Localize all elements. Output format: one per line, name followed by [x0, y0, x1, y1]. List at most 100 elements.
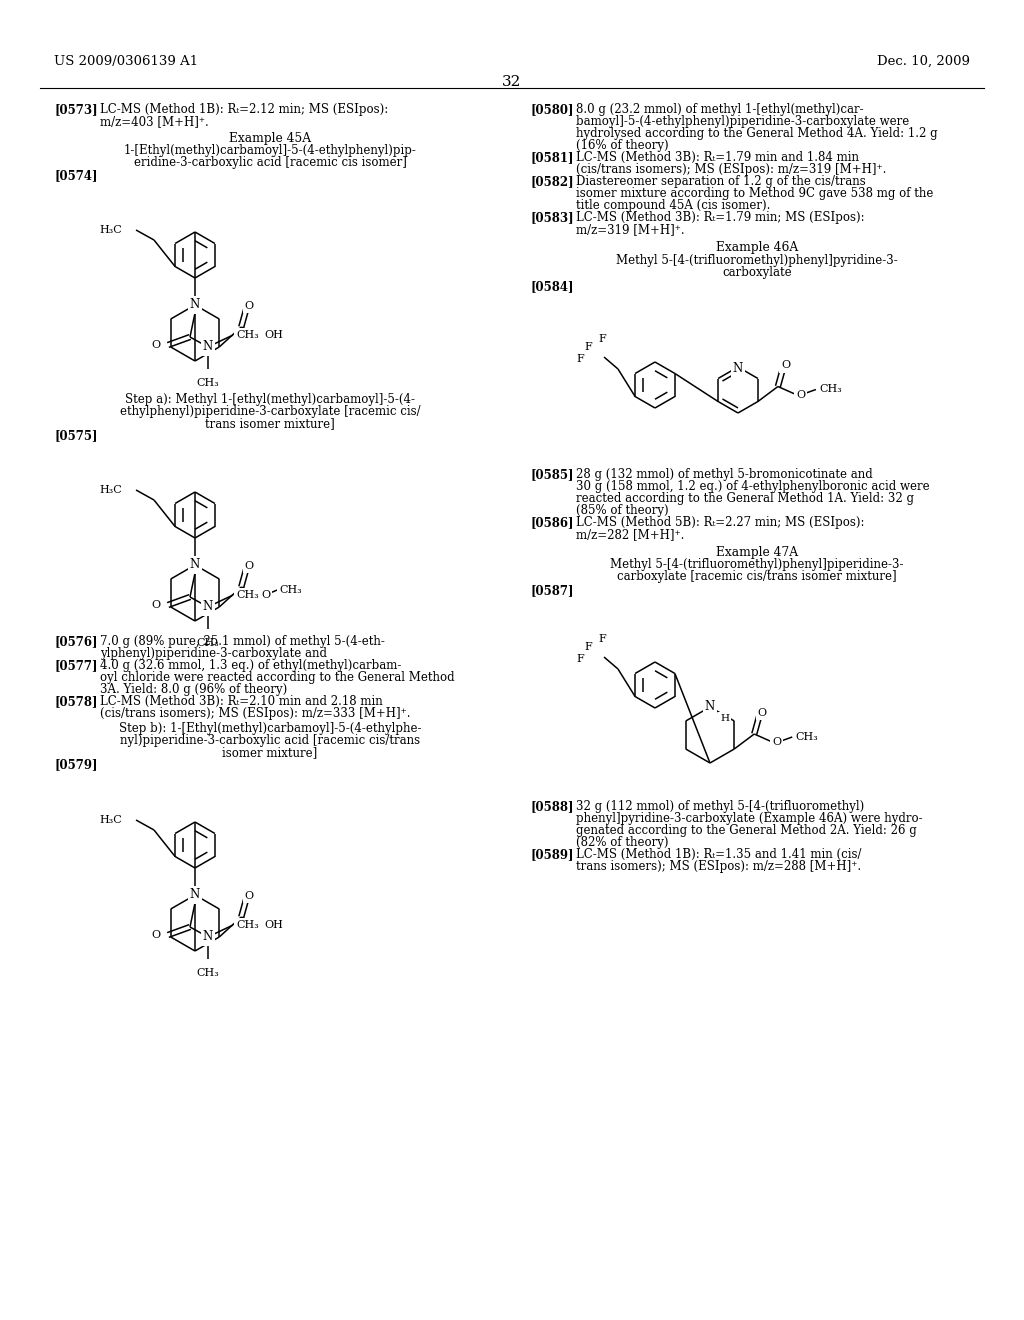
Text: O: O [758, 708, 767, 718]
Text: [0579]: [0579] [54, 758, 97, 771]
Text: O: O [151, 601, 160, 610]
Text: (16% of theory): (16% of theory) [575, 139, 669, 152]
Text: F: F [577, 653, 584, 664]
Text: [0587]: [0587] [530, 583, 573, 597]
Text: Methyl 5-[4-(trifluoromethyl)phenyl]pyridine-3-: Methyl 5-[4-(trifluoromethyl)phenyl]pyri… [616, 253, 898, 267]
Text: N: N [189, 888, 200, 902]
Text: Dec. 10, 2009: Dec. 10, 2009 [877, 55, 970, 69]
Text: genated according to the General Method 2A. Yield: 26 g: genated according to the General Method … [575, 824, 916, 837]
Text: N: N [705, 701, 715, 714]
Text: H: H [720, 714, 729, 723]
Text: [0583]: [0583] [530, 211, 573, 224]
Text: nyl)piperidine-3-carboxylic acid [racemic cis/trans: nyl)piperidine-3-carboxylic acid [racemi… [120, 734, 420, 747]
Text: [0589]: [0589] [530, 847, 573, 861]
Text: CH₃: CH₃ [197, 378, 219, 388]
Text: 4.0 g (32.6 mmol, 1.3 eq.) of ethyl(methyl)carbam-: 4.0 g (32.6 mmol, 1.3 eq.) of ethyl(meth… [100, 659, 401, 672]
Text: [0580]: [0580] [530, 103, 573, 116]
Text: Step b): 1-[Ethyl(methyl)carbamoyl]-5-(4-ethylphe-: Step b): 1-[Ethyl(methyl)carbamoyl]-5-(4… [119, 722, 421, 735]
Text: title compound 45A (cis isomer).: title compound 45A (cis isomer). [575, 199, 770, 213]
Text: (85% of theory): (85% of theory) [575, 504, 669, 517]
Text: LC-MS (Method 1B): Rₜ=2.12 min; MS (ESIpos):: LC-MS (Method 1B): Rₜ=2.12 min; MS (ESIp… [100, 103, 388, 116]
Text: CH₃: CH₃ [197, 968, 219, 978]
Text: 1-[Ethyl(methyl)carbamoyl]-5-(4-ethylphenyl)pip-: 1-[Ethyl(methyl)carbamoyl]-5-(4-ethylphe… [124, 144, 417, 157]
Text: LC-MS (Method 3B): Rₜ=1.79 min and 1.84 min: LC-MS (Method 3B): Rₜ=1.79 min and 1.84 … [575, 150, 859, 164]
Text: oyl chloride were reacted according to the General Method: oyl chloride were reacted according to t… [100, 671, 455, 684]
Text: O: O [151, 931, 160, 940]
Text: Step a): Methyl 1-[ethyl(methyl)carbamoyl]-5-(4-: Step a): Methyl 1-[ethyl(methyl)carbamoy… [125, 393, 415, 407]
Text: [0586]: [0586] [530, 516, 573, 529]
Text: Example 45A: Example 45A [229, 132, 311, 145]
Text: (82% of theory): (82% of theory) [575, 836, 669, 849]
Text: Diastereomer separation of 1.2 g of the cis/trans: Diastereomer separation of 1.2 g of the … [575, 176, 865, 187]
Text: O: O [781, 360, 791, 371]
Text: CH₃: CH₃ [236, 920, 259, 931]
Text: N: N [189, 558, 200, 572]
Text: F: F [577, 354, 584, 364]
Text: F: F [598, 634, 606, 644]
Text: US 2009/0306139 A1: US 2009/0306139 A1 [54, 55, 198, 69]
Text: N: N [203, 601, 213, 614]
Text: [0576]: [0576] [54, 635, 97, 648]
Text: [0585]: [0585] [530, 469, 573, 480]
Text: trans isomer mixture]: trans isomer mixture] [205, 417, 335, 430]
Text: [0573]: [0573] [54, 103, 97, 116]
Text: [0581]: [0581] [530, 150, 573, 164]
Text: O: O [772, 737, 781, 747]
Text: OH: OH [264, 330, 283, 341]
Text: (cis/trans isomers); MS (ESIpos): m/z=319 [M+H]⁺.: (cis/trans isomers); MS (ESIpos): m/z=31… [575, 162, 887, 176]
Text: N: N [203, 341, 213, 354]
Text: ethylphenyl)piperidine-3-carboxylate [racemic cis/: ethylphenyl)piperidine-3-carboxylate [ra… [120, 405, 420, 418]
Text: F: F [585, 642, 592, 652]
Text: trans isomers); MS (ESIpos): m/z=288 [M+H]⁺.: trans isomers); MS (ESIpos): m/z=288 [M+… [575, 861, 861, 873]
Text: LC-MS (Method 3B): Rₜ=1.79 min; MS (ESIpos):: LC-MS (Method 3B): Rₜ=1.79 min; MS (ESIp… [575, 211, 864, 224]
Text: H₃C: H₃C [99, 224, 122, 235]
Text: m/z=282 [M+H]⁺.: m/z=282 [M+H]⁺. [575, 528, 684, 541]
Text: phenyl]pyridine-3-carboxylate (Example 46A) were hydro-: phenyl]pyridine-3-carboxylate (Example 4… [575, 812, 923, 825]
Text: O: O [245, 891, 254, 902]
Text: LC-MS (Method 5B): Rₜ=2.27 min; MS (ESIpos):: LC-MS (Method 5B): Rₜ=2.27 min; MS (ESIp… [575, 516, 864, 529]
Text: 28 g (132 mmol) of methyl 5-bromonicotinate and: 28 g (132 mmol) of methyl 5-bromonicotin… [575, 469, 872, 480]
Text: Methyl 5-[4-(trifluoromethyl)phenyl]piperidine-3-: Methyl 5-[4-(trifluoromethyl)phenyl]pipe… [610, 558, 904, 572]
Text: [0584]: [0584] [530, 280, 573, 293]
Text: [0575]: [0575] [54, 429, 97, 442]
Text: N: N [733, 363, 743, 375]
Text: m/z=403 [M+H]⁺.: m/z=403 [M+H]⁺. [100, 115, 209, 128]
Text: O: O [151, 341, 160, 350]
Text: reacted according to the General Method 1A. Yield: 32 g: reacted according to the General Method … [575, 492, 914, 506]
Text: N: N [203, 931, 213, 944]
Text: carboxylate: carboxylate [722, 267, 792, 279]
Text: isomer mixture according to Method 9C gave 538 mg of the: isomer mixture according to Method 9C ga… [575, 187, 933, 201]
Text: LC-MS (Method 3B): Rₜ=2.10 min and 2.18 min: LC-MS (Method 3B): Rₜ=2.10 min and 2.18 … [100, 696, 383, 708]
Text: 7.0 g (89% pure, 25.1 mmol) of methyl 5-(4-eth-: 7.0 g (89% pure, 25.1 mmol) of methyl 5-… [100, 635, 385, 648]
Text: O: O [245, 561, 254, 572]
Text: 32 g (112 mmol) of methyl 5-[4-(trifluoromethyl): 32 g (112 mmol) of methyl 5-[4-(trifluor… [575, 800, 864, 813]
Text: CH₃: CH₃ [236, 590, 259, 601]
Text: carboxylate [racemic cis/trans isomer mixture]: carboxylate [racemic cis/trans isomer mi… [617, 570, 897, 583]
Text: [0577]: [0577] [54, 659, 97, 672]
Text: O: O [796, 389, 805, 400]
Text: 32: 32 [503, 75, 521, 88]
Text: (cis/trans isomers); MS (ESIpos): m/z=333 [M+H]⁺.: (cis/trans isomers); MS (ESIpos): m/z=33… [100, 708, 411, 719]
Text: hydrolysed according to the General Method 4A. Yield: 1.2 g: hydrolysed according to the General Meth… [575, 127, 938, 140]
Text: CH₃: CH₃ [236, 330, 259, 341]
Text: [0582]: [0582] [530, 176, 573, 187]
Text: O: O [261, 590, 270, 601]
Text: LC-MS (Method 1B): Rₜ=1.35 and 1.41 min (cis/: LC-MS (Method 1B): Rₜ=1.35 and 1.41 min … [575, 847, 861, 861]
Text: OH: OH [264, 920, 283, 931]
Text: CH₃: CH₃ [280, 585, 302, 595]
Text: ylphenyl)piperidine-3-carboxylate and: ylphenyl)piperidine-3-carboxylate and [100, 647, 327, 660]
Text: eridine-3-carboxylic acid [racemic cis isomer]: eridine-3-carboxylic acid [racemic cis i… [133, 156, 407, 169]
Text: CH₃: CH₃ [197, 638, 219, 648]
Text: CH₃: CH₃ [819, 384, 842, 395]
Text: m/z=319 [M+H]⁺.: m/z=319 [M+H]⁺. [575, 223, 685, 236]
Text: H₃C: H₃C [99, 484, 122, 495]
Text: [0588]: [0588] [530, 800, 573, 813]
Text: 3A. Yield: 8.0 g (96% of theory): 3A. Yield: 8.0 g (96% of theory) [100, 682, 288, 696]
Text: 8.0 g (23.2 mmol) of methyl 1-[ethyl(methyl)car-: 8.0 g (23.2 mmol) of methyl 1-[ethyl(met… [575, 103, 863, 116]
Text: [0574]: [0574] [54, 169, 97, 182]
Text: F: F [585, 342, 592, 352]
Text: H₃C: H₃C [99, 814, 122, 825]
Text: isomer mixture]: isomer mixture] [222, 746, 317, 759]
Text: F: F [598, 334, 606, 345]
Text: N: N [189, 298, 200, 312]
